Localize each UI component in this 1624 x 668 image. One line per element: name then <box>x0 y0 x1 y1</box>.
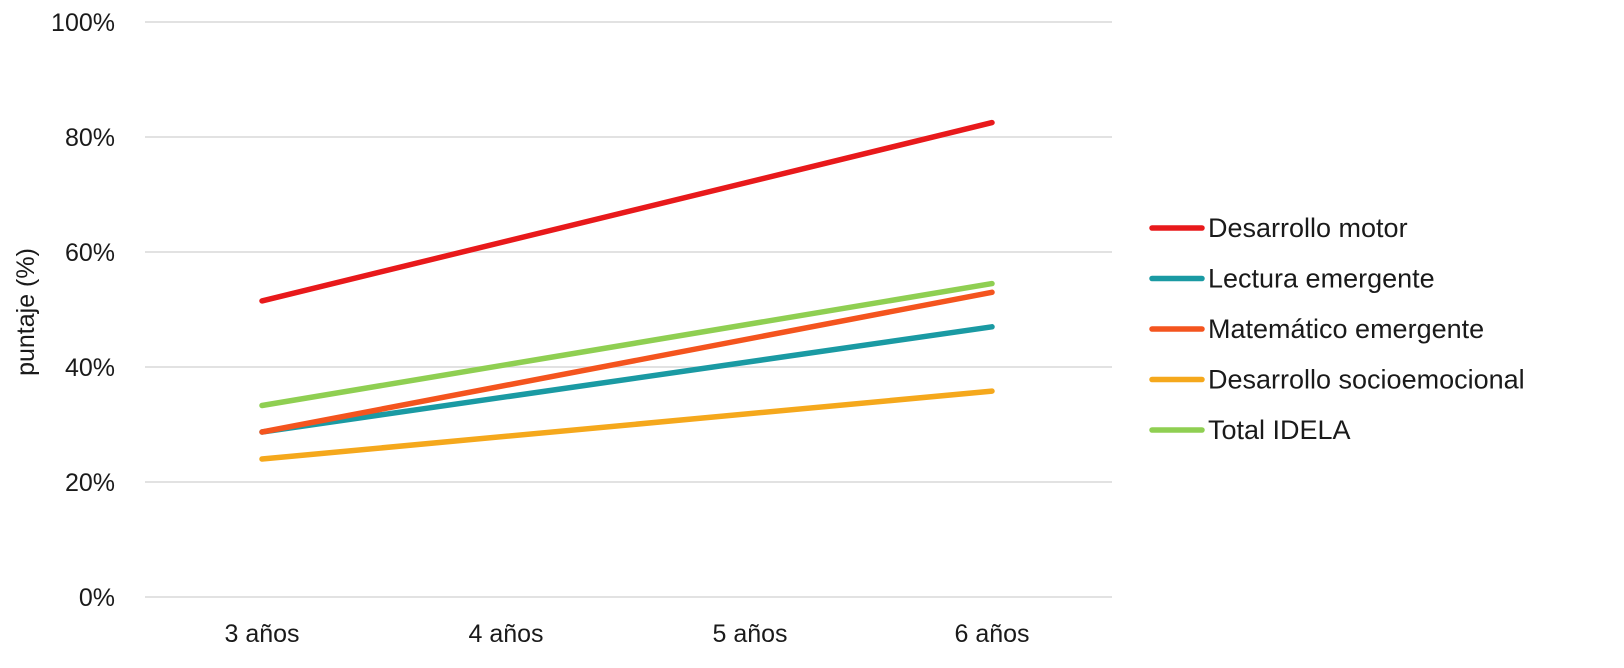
legend-item-matematico-emergente: Matemático emergente <box>1149 314 1484 344</box>
legend: Desarrollo motor Lectura emergente Matemát… <box>1149 213 1525 445</box>
legend-item-desarrollo-socioemocional: Desarrollo socioemocional <box>1149 365 1525 395</box>
x-tick-label-2: 4 años <box>468 620 543 648</box>
y-tick-label-80: 80% <box>65 124 115 152</box>
series-lines <box>259 119 995 462</box>
y-tick-label-100: 100% <box>51 9 115 37</box>
y-axis-tick-labels: 0% 20% 40% 60% 80% 100% <box>51 9 115 612</box>
series-line-desarrollo-socioemocional <box>259 388 995 462</box>
x-axis-tick-labels: 3 años 4 años 5 años 6 años <box>224 620 1029 648</box>
y-tick-label-0: 0% <box>79 584 115 612</box>
y-tick-label-20: 20% <box>65 469 115 497</box>
series-line-desarrollo-motor <box>259 119 995 304</box>
legend-item-lectura-emergente: Lectura emergente <box>1149 264 1435 294</box>
legend-label-desarrollo-motor: Desarrollo motor <box>1208 213 1408 243</box>
legend-label-total-idela: Total IDELA <box>1208 415 1351 445</box>
y-axis-title: puntaje (%) <box>12 248 40 376</box>
legend-item-desarrollo-motor: Desarrollo motor <box>1149 213 1408 243</box>
x-tick-label-1: 3 años <box>224 620 299 648</box>
legend-item-total-idela: Total IDELA <box>1149 415 1351 445</box>
series-line-matematico-emergente <box>259 289 995 435</box>
y-tick-label-60: 60% <box>65 239 115 267</box>
legend-label-desarrollo-socioemocional: Desarrollo socioemocional <box>1208 365 1525 395</box>
x-tick-label-4: 6 años <box>954 620 1029 648</box>
series-line-total-idela <box>259 280 995 409</box>
series-line-lectura-emergente <box>259 324 995 435</box>
x-tick-label-3: 5 años <box>712 620 787 648</box>
legend-label-matematico-emergente: Matemático emergente <box>1208 314 1484 344</box>
y-tick-label-40: 40% <box>65 354 115 382</box>
legend-label-lectura-emergente: Lectura emergente <box>1208 264 1435 294</box>
gridlines <box>145 21 1112 598</box>
